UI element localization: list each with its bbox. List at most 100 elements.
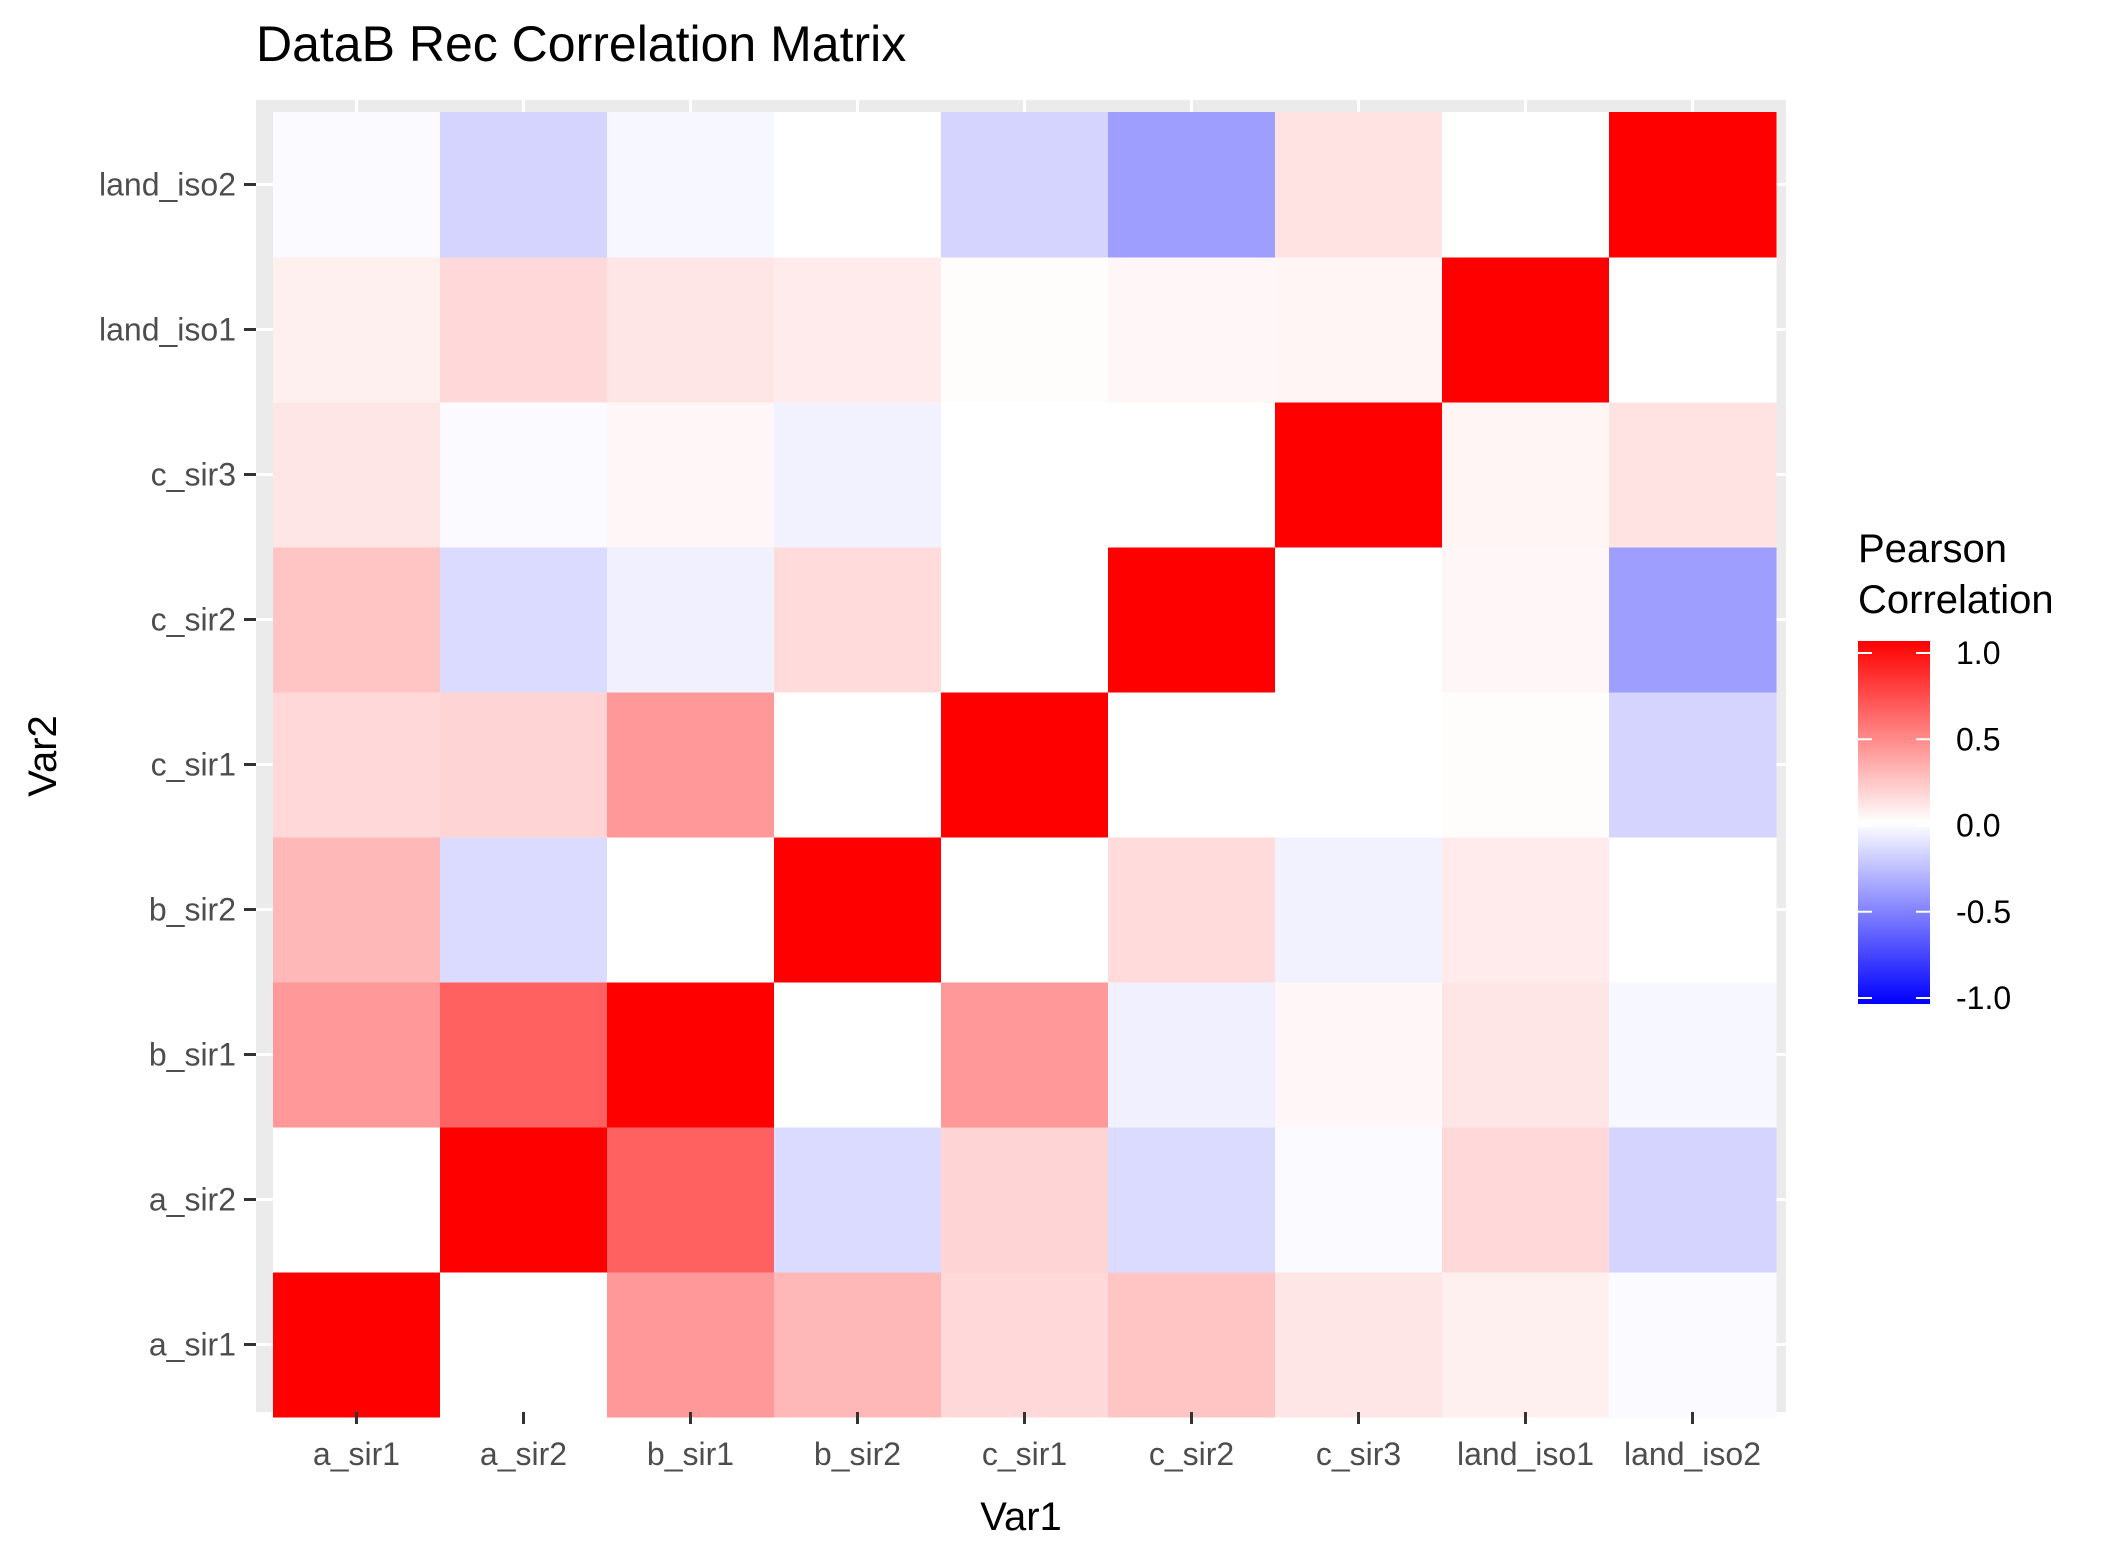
- heatmap-cell-land_iso1-c_sir3: [1442, 402, 1610, 548]
- heatmap-cell-c_sir3-c_sir3: [1275, 402, 1443, 548]
- legend-tick-label: -0.5: [1956, 894, 2011, 930]
- heatmap-cell-b_sir2-c_sir1: [774, 692, 942, 838]
- heatmap-cell-land_iso2-c_sir2: [1609, 547, 1777, 693]
- heatmap-cell-land_iso1-c_sir2: [1442, 547, 1610, 693]
- heatmap-cell-b_sir2-b_sir1: [774, 982, 942, 1128]
- heatmap-cell-land_iso1-c_sir1: [1442, 692, 1610, 838]
- heatmap-cell-c_sir2-land_iso1: [1108, 257, 1276, 403]
- heatmap-cell-a_sir1-b_sir2: [273, 837, 441, 983]
- heatmap-cell-land_iso1-a_sir1: [1442, 1272, 1610, 1418]
- legend-title-line-1: Pearson: [1858, 527, 2007, 571]
- x-tick-label-b_sir1: b_sir1: [647, 1436, 734, 1472]
- heatmap-cell-land_iso1-land_iso1: [1442, 257, 1610, 403]
- heatmap-cell-a_sir2-a_sir2: [440, 1127, 608, 1273]
- legend-tick-label: -1.0: [1956, 980, 2011, 1016]
- heatmap-cell-c_sir1-a_sir1: [941, 1272, 1109, 1418]
- legend-tick-label: 0.0: [1956, 808, 2000, 844]
- heatmap-cell-c_sir2-c_sir3: [1108, 402, 1276, 548]
- chart-title: DataB Rec Correlation Matrix: [256, 16, 906, 72]
- heatmap-cell-a_sir1-c_sir2: [273, 547, 441, 693]
- heatmap-cell-c_sir1-b_sir2: [941, 837, 1109, 983]
- heatmap-cell-c_sir2-c_sir2: [1108, 547, 1276, 693]
- heatmap-cell-c_sir3-c_sir1: [1275, 692, 1443, 838]
- heatmap-cell-b_sir2-c_sir3: [774, 402, 942, 548]
- heatmap-cell-a_sir1-c_sir1: [273, 692, 441, 838]
- heatmap-cell-c_sir1-c_sir2: [941, 547, 1109, 693]
- heatmap-cell-b_sir1-a_sir1: [607, 1272, 775, 1418]
- heatmap-cell-c_sir2-a_sir1: [1108, 1272, 1276, 1418]
- heatmap-cell-c_sir3-land_iso1: [1275, 257, 1443, 403]
- heatmap-cell-c_sir2-c_sir1: [1108, 692, 1276, 838]
- legend-ticks: 1.0 0.5 0.0 -0.5 -1.0: [1858, 635, 2011, 1016]
- x-tick-label-c_sir1: c_sir1: [982, 1436, 1067, 1472]
- heatmap-cell-c_sir2-a_sir2: [1108, 1127, 1276, 1273]
- y-tick-label-c_sir3: c_sir3: [151, 457, 236, 493]
- legend-tick-label: 1.0: [1956, 635, 2000, 671]
- heatmap-cell-land_iso2-b_sir2: [1609, 837, 1777, 983]
- heatmap-cell-land_iso2-c_sir1: [1609, 692, 1777, 838]
- y-tick-label-a_sir1: a_sir1: [149, 1327, 236, 1363]
- heatmap-cell-c_sir3-a_sir1: [1275, 1272, 1443, 1418]
- heatmap-cell-a_sir2-c_sir2: [440, 547, 608, 693]
- heatmap-cell-b_sir1-c_sir3: [607, 402, 775, 548]
- x-tick-label-b_sir2: b_sir2: [814, 1436, 901, 1472]
- heatmap-cell-b_sir1-land_iso2: [607, 112, 775, 258]
- heatmap-cell-b_sir2-a_sir1: [774, 1272, 942, 1418]
- heatmap-cell-b_sir2-a_sir2: [774, 1127, 942, 1273]
- heatmap-cell-c_sir2-b_sir2: [1108, 837, 1276, 983]
- legend-title-line-2: Correlation: [1858, 578, 2054, 622]
- heatmap-cell-land_iso2-a_sir2: [1609, 1127, 1777, 1273]
- heatmap-cell-a_sir2-land_iso1: [440, 257, 608, 403]
- x-tick-label-a_sir2: a_sir2: [480, 1436, 567, 1472]
- x-tick-label-land_iso2: land_iso2: [1624, 1436, 1761, 1472]
- heatmap-cell-b_sir1-c_sir2: [607, 547, 775, 693]
- heatmap-cell-c_sir2-b_sir1: [1108, 982, 1276, 1128]
- heatmap-cell-land_iso1-land_iso2: [1442, 112, 1610, 258]
- legend: Pearson Correlation 1.0 0.5 0.0 -0.5 -1.0: [1858, 527, 2054, 1016]
- heatmap-cell-land_iso1-b_sir2: [1442, 837, 1610, 983]
- legend-colorbar: [1858, 641, 1930, 1004]
- heatmap-cell-c_sir1-c_sir3: [941, 402, 1109, 548]
- heatmap-cell-a_sir2-a_sir1: [440, 1272, 608, 1418]
- heatmap-cell-b_sir1-b_sir1: [607, 982, 775, 1128]
- heatmap-cell-b_sir2-land_iso2: [774, 112, 942, 258]
- heatmap-cell-c_sir3-b_sir2: [1275, 837, 1443, 983]
- y-tick-label-a_sir2: a_sir2: [149, 1182, 236, 1218]
- heatmap-cell-a_sir2-land_iso2: [440, 112, 608, 258]
- heatmap-cell-c_sir2-land_iso2: [1108, 112, 1276, 258]
- heatmap-cell-a_sir2-c_sir3: [440, 402, 608, 548]
- heatmap-cell-a_sir1-a_sir2: [273, 1127, 441, 1273]
- heatmap-cell-c_sir1-a_sir2: [941, 1127, 1109, 1273]
- heatmap-cell-a_sir1-land_iso2: [273, 112, 441, 258]
- heatmap-cell-land_iso1-b_sir1: [1442, 982, 1610, 1128]
- y-tick-label-land_iso2: land_iso2: [99, 167, 236, 203]
- heatmap-cell-b_sir2-land_iso1: [774, 257, 942, 403]
- heatmap-cells: [273, 112, 1777, 1418]
- heatmap-cell-b_sir1-land_iso1: [607, 257, 775, 403]
- heatmap-cell-b_sir2-c_sir2: [774, 547, 942, 693]
- heatmap-cell-b_sir1-b_sir2: [607, 837, 775, 983]
- heatmap-cell-land_iso2-land_iso2: [1609, 112, 1777, 258]
- y-tick-label-land_iso1: land_iso1: [99, 312, 236, 348]
- x-tick-label-c_sir2: c_sir2: [1149, 1436, 1234, 1472]
- heatmap-cell-a_sir1-c_sir3: [273, 402, 441, 548]
- x-axis: a_sir1 a_sir2 b_sir1 b_sir2 c_sir1 c_sir2 c_si…: [313, 1412, 1761, 1472]
- heatmap-cell-c_sir1-b_sir1: [941, 982, 1109, 1128]
- y-tick-label-c_sir2: c_sir2: [151, 602, 236, 638]
- heatmap-cell-land_iso2-c_sir3: [1609, 402, 1777, 548]
- heatmap-cell-land_iso2-land_iso1: [1609, 257, 1777, 403]
- x-tick-label-c_sir3: c_sir3: [1316, 1436, 1401, 1472]
- heatmap-cell-b_sir2-b_sir2: [774, 837, 942, 983]
- heatmap-cell-a_sir2-b_sir1: [440, 982, 608, 1128]
- heatmap-cell-c_sir3-land_iso2: [1275, 112, 1443, 258]
- x-tick-label-land_iso1: land_iso1: [1457, 1436, 1594, 1472]
- heatmap-cell-b_sir1-c_sir1: [607, 692, 775, 838]
- heatmap-cell-c_sir1-land_iso2: [941, 112, 1109, 258]
- heatmap-cell-a_sir1-b_sir1: [273, 982, 441, 1128]
- heatmap-cell-land_iso2-b_sir1: [1609, 982, 1777, 1128]
- x-tick-label-a_sir1: a_sir1: [313, 1436, 400, 1472]
- y-tick-label-c_sir1: c_sir1: [151, 747, 236, 783]
- heatmap-cell-c_sir3-b_sir1: [1275, 982, 1443, 1128]
- heatmap-cell-c_sir3-c_sir2: [1275, 547, 1443, 693]
